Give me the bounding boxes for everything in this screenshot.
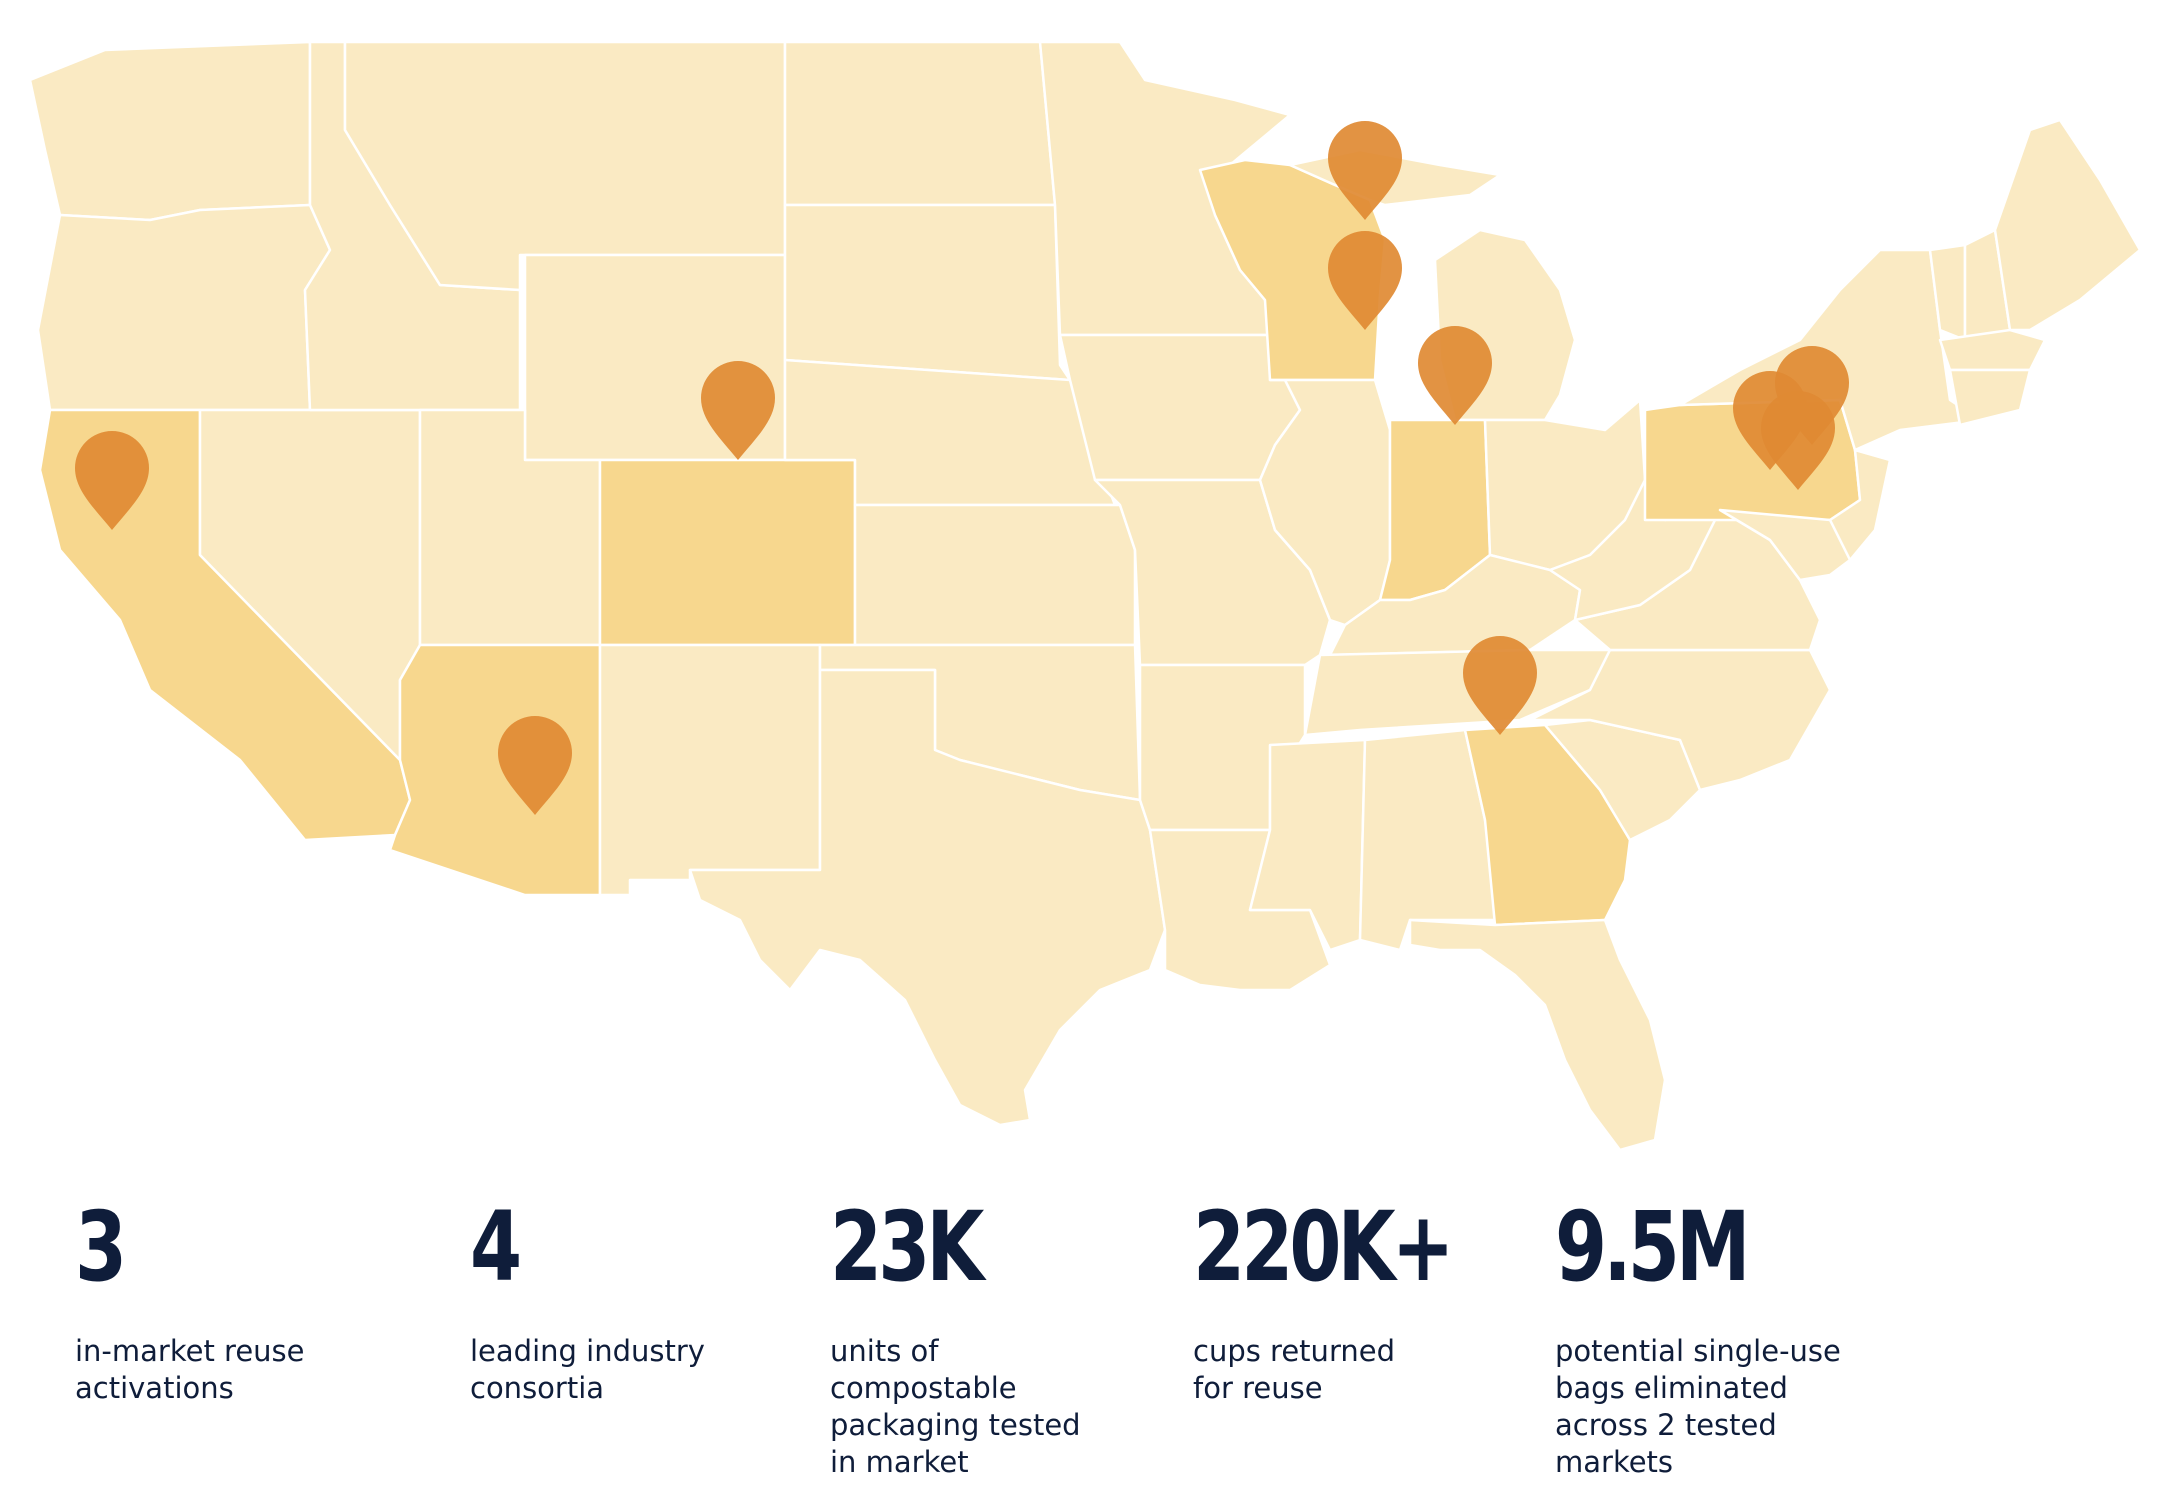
map-pin-icon [1761,391,1835,490]
state-connecticut-ri [1948,368,2032,427]
state-maryland [1718,508,1852,582]
stat-label: units of compostable packaging tested in… [830,1334,1081,1479]
stat-label: leading industry consortia [470,1334,705,1405]
state-kansas [853,503,1137,647]
state-massachusetts [1938,328,2047,372]
pins-layer [75,121,1849,815]
stat-compostable-units: 23K units of compostable packaging teste… [830,1195,1090,1481]
stat-cups-returned: 220K+ cups returned for reuse [1193,1195,1523,1407]
stat-value: 9.5M [1555,1191,1750,1303]
map-pin-icon [701,361,775,460]
stat-value: 23K [830,1191,984,1303]
stat-consortia: 4 leading industry consortia [470,1195,750,1407]
us-map-container [28,40,2142,1152]
state-new-mexico [598,643,822,897]
state-maine [1993,118,2142,332]
state-iowa [1058,333,1302,482]
state-north-carolina [1528,648,1832,792]
state-north-dakota [783,40,1057,207]
map-pin-icon [1328,231,1402,330]
us-map [28,40,2142,1152]
state-texas [688,668,1167,1127]
map-pin-icon [1418,326,1492,425]
state-arizona [388,643,602,897]
stat-label: in-market reuse activations [75,1334,305,1405]
state-south-dakota [783,203,1072,382]
stat-value: 4 [470,1191,522,1303]
map-pin-icon [498,716,572,815]
stat-value: 3 [75,1191,127,1303]
stat-value: 220K+ [1193,1191,1454,1303]
state-oregon [36,203,332,412]
stats-row: 3 in-market reuse activations 4 leading … [0,1195,2158,1502]
stat-activations: 3 in-market reuse activations [75,1195,355,1407]
state-colorado [598,458,857,647]
stat-bags-eliminated: 9.5M potential single-use bags eliminate… [1555,1195,1885,1481]
stat-label: potential single-use bags eliminated acr… [1555,1334,1841,1479]
map-pin-icon [75,431,149,530]
state-florida [1408,918,1667,1152]
stat-label: cups returned for reuse [1193,1334,1395,1405]
states-layer [28,40,2142,1152]
map-pin-icon [1463,636,1537,735]
state-washington [28,40,312,222]
map-pin-icon [1328,121,1402,220]
